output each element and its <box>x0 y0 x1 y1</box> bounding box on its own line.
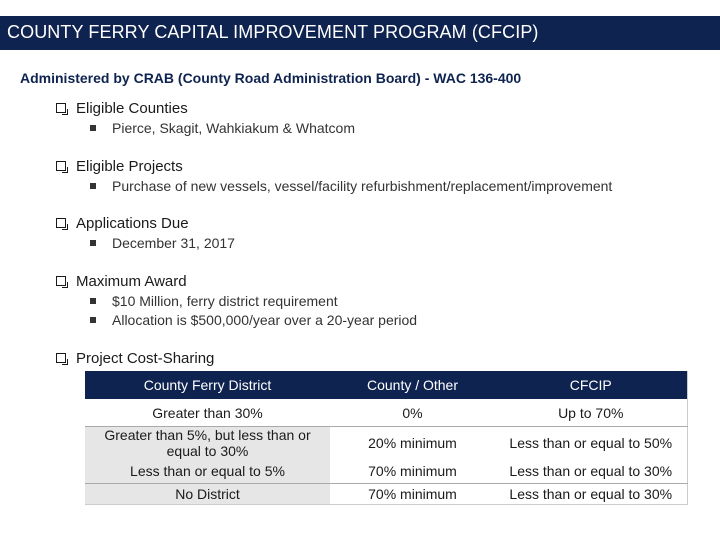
section-project-cost-sharing: Project Cost-Sharing <box>56 348 214 368</box>
square-bullet-icon <box>90 124 96 131</box>
section-item: December 31, 2017 <box>112 234 235 251</box>
square-bullet-icon <box>90 182 96 189</box>
table-header-row: County Ferry District County / Other CFC… <box>85 371 687 399</box>
table-cell: 0% <box>330 399 495 427</box>
table-cell: 70% minimum <box>330 483 495 505</box>
section-item: Purchase of new vessels, vessel/facility… <box>112 177 613 194</box>
section-heading: Project Cost-Sharing <box>76 349 215 367</box>
table-cell: Greater than 5%, but less than or equal … <box>85 426 330 459</box>
section-item: Allocation is $500,000/year over a 20-ye… <box>112 312 418 329</box>
section-heading: Eligible Projects <box>76 157 183 175</box>
table-row: No District 70% minimum Less than or equ… <box>85 483 687 505</box>
square-bullet-icon <box>90 239 96 246</box>
table-cell: Less than or equal to 5% <box>85 459 330 484</box>
table-cell: No District <box>85 483 330 505</box>
section-item: $10 Million, ferry district requirement <box>112 292 338 309</box>
square-bullet-icon <box>90 317 96 324</box>
page-title: COUNTY FERRY CAPITAL IMPROVEMENT PROGRAM… <box>7 22 539 42</box>
section-applications-due: Applications Due December 31, 2017 <box>56 213 235 253</box>
table-cell: Greater than 30% <box>85 399 330 427</box>
column-header: CFCIP <box>495 371 687 399</box>
title-bar: COUNTY FERRY CAPITAL IMPROVEMENT PROGRAM… <box>0 16 720 50</box>
cost-sharing-table: County Ferry District County / Other CFC… <box>85 371 688 505</box>
table-cell: 20% minimum <box>330 426 495 459</box>
table-cell: Less than or equal to 30% <box>495 459 687 484</box>
table-cell: 70% minimum <box>330 459 495 484</box>
section-heading: Eligible Counties <box>76 99 188 117</box>
section-eligible-projects: Eligible Projects Purchase of new vessel… <box>56 156 612 196</box>
table-row: Greater than 5%, but less than or equal … <box>85 426 687 459</box>
section-heading: Applications Due <box>76 214 189 232</box>
section-eligible-counties: Eligible Counties Pierce, Skagit, Wahkia… <box>56 98 355 138</box>
table-cell: Less than or equal to 30% <box>495 483 687 505</box>
table-row: Less than or equal to 5% 70% minimum Les… <box>85 459 687 484</box>
checkbox-bullet-icon <box>56 161 68 173</box>
section-maximum-award: Maximum Award $10 Million, ferry distric… <box>56 271 417 330</box>
section-heading: Maximum Award <box>76 272 187 290</box>
checkbox-bullet-icon <box>56 103 68 115</box>
section-item: Pierce, Skagit, Wahkiakum & Whatcom <box>112 119 356 136</box>
table-cell: Up to 70% <box>495 399 687 427</box>
table-row: Greater than 30% 0% Up to 70% <box>85 399 687 427</box>
checkbox-bullet-icon <box>56 353 68 365</box>
column-header: County / Other <box>330 371 495 399</box>
subtitle: Administered by CRAB (County Road Admini… <box>20 70 522 86</box>
column-header: County Ferry District <box>85 371 330 399</box>
table-cell: Less than or equal to 50% <box>495 426 687 459</box>
checkbox-bullet-icon <box>56 218 68 230</box>
square-bullet-icon <box>90 297 96 304</box>
checkbox-bullet-icon <box>56 276 68 288</box>
